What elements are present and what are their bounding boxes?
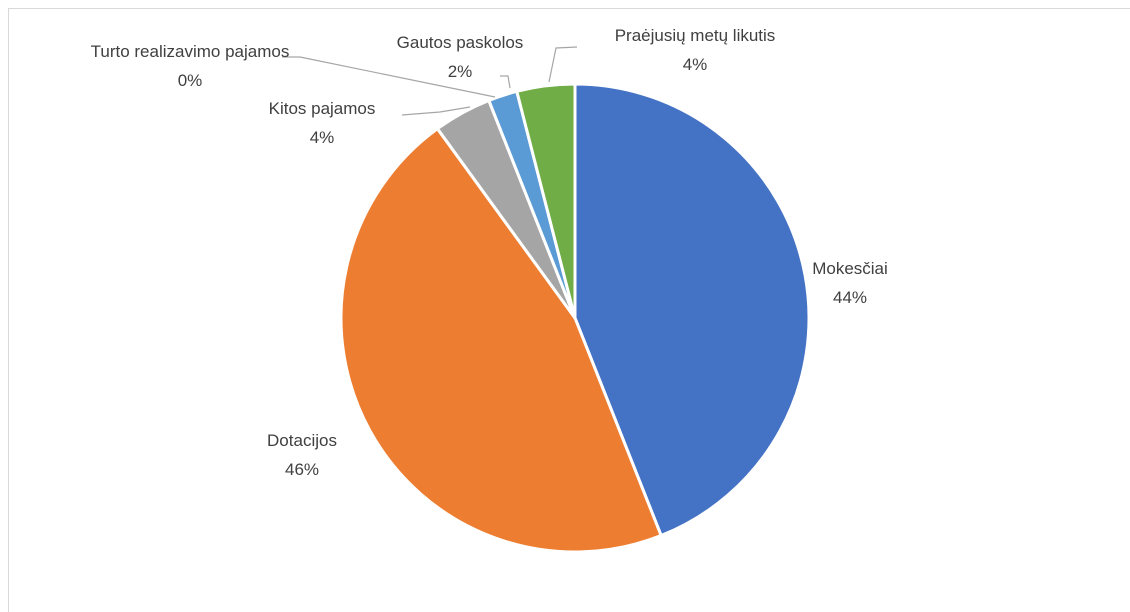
data-label: Gautos paskolos 2% <box>370 28 550 86</box>
value-label: 4% <box>309 128 335 147</box>
value-label: 2% <box>447 62 473 81</box>
leader-line <box>548 46 578 83</box>
pie-slice <box>339 127 663 554</box>
category-label: Mokesčiai <box>812 259 888 278</box>
data-label: Dotacijos 46% <box>222 426 382 484</box>
data-label: Praėjusių metų likutis 4% <box>560 21 830 79</box>
category-label: Dotacijos <box>267 431 337 450</box>
category-label: Gautos paskolos <box>396 33 524 52</box>
leader-line <box>401 106 471 116</box>
leader-line <box>500 75 511 89</box>
value-label: 44% <box>832 288 868 307</box>
data-label: Mokesčiai 44% <box>780 254 920 312</box>
value-label: 0% <box>177 71 203 90</box>
leader-lines <box>282 46 578 116</box>
category-label: Turto realizavimo pajamos <box>90 42 290 61</box>
value-label: 4% <box>682 55 708 74</box>
value-label: 46% <box>284 460 320 479</box>
category-label: Praėjusių metų likutis <box>614 26 776 45</box>
pie-slice <box>573 82 811 538</box>
pie <box>339 82 811 554</box>
category-label: Kitos pajamos <box>268 99 376 118</box>
leader-line <box>282 56 496 98</box>
data-label: Turto realizavimo pajamos 0% <box>80 37 300 95</box>
data-label: Kitos pajamos 4% <box>232 94 412 152</box>
chart-border <box>8 8 1130 612</box>
pie-slice <box>515 82 577 320</box>
